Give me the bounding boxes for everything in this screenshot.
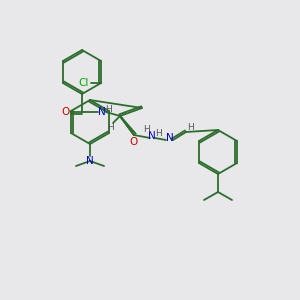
Text: H: H bbox=[106, 104, 112, 113]
Text: N: N bbox=[148, 131, 156, 141]
Text: H: H bbox=[142, 125, 149, 134]
Text: O: O bbox=[130, 137, 138, 147]
Text: N: N bbox=[98, 107, 106, 117]
Text: Cl: Cl bbox=[79, 78, 89, 88]
Text: H: H bbox=[188, 122, 194, 131]
Text: O: O bbox=[61, 107, 69, 117]
Text: H: H bbox=[106, 124, 113, 133]
Text: H: H bbox=[156, 130, 162, 139]
Text: N: N bbox=[86, 156, 94, 166]
Text: N: N bbox=[166, 133, 174, 143]
